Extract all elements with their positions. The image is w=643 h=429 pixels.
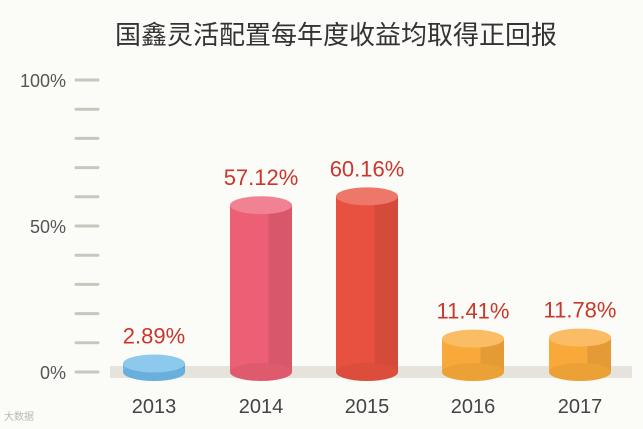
bar-top bbox=[549, 328, 611, 347]
bar-2016 bbox=[442, 329, 504, 381]
bar-2017 bbox=[549, 328, 611, 381]
bar-2013 bbox=[123, 354, 185, 381]
value-labels: 2.89% 57.12% 60.16% 11.41% 11.78% bbox=[123, 156, 617, 348]
bar-top bbox=[123, 354, 185, 373]
bar-top bbox=[230, 196, 292, 215]
bar-shade bbox=[268, 205, 292, 372]
chart-title: 国鑫灵活配置每年度收益均取得正回报 bbox=[115, 21, 557, 51]
y-tick-label: 100% bbox=[20, 71, 66, 91]
bars bbox=[123, 187, 611, 381]
x-tick-label: 2015 bbox=[345, 396, 390, 418]
value-label: 60.16% bbox=[330, 156, 405, 181]
value-label: 2.89% bbox=[123, 324, 185, 349]
bar-shade bbox=[587, 337, 611, 372]
x-tick-label: 2013 bbox=[132, 396, 177, 418]
y-axis: 0% 50% 100% bbox=[20, 71, 100, 383]
x-tick-label: 2016 bbox=[451, 396, 496, 418]
x-tick-label: 2014 bbox=[239, 396, 284, 418]
x-axis: 2013 2014 2015 2016 2017 bbox=[132, 396, 603, 418]
y-tick-label: 0% bbox=[40, 363, 66, 383]
value-label: 57.12% bbox=[224, 165, 299, 190]
value-label: 11.41% bbox=[437, 299, 510, 324]
bar-top bbox=[442, 329, 504, 348]
bar-shade bbox=[480, 338, 504, 372]
watermark: 大数据 bbox=[4, 412, 34, 423]
bar-2015 bbox=[336, 187, 398, 381]
value-label: 11.78% bbox=[544, 298, 617, 323]
bar-base bbox=[442, 363, 504, 381]
bar-base bbox=[336, 363, 398, 381]
bar-top bbox=[336, 187, 398, 206]
bar-2014 bbox=[230, 196, 292, 381]
bar-shade bbox=[374, 196, 398, 372]
bar-base bbox=[549, 363, 611, 381]
bar-base bbox=[230, 363, 292, 381]
x-tick-label: 2017 bbox=[558, 396, 603, 418]
y-tick-label: 50% bbox=[30, 217, 66, 237]
